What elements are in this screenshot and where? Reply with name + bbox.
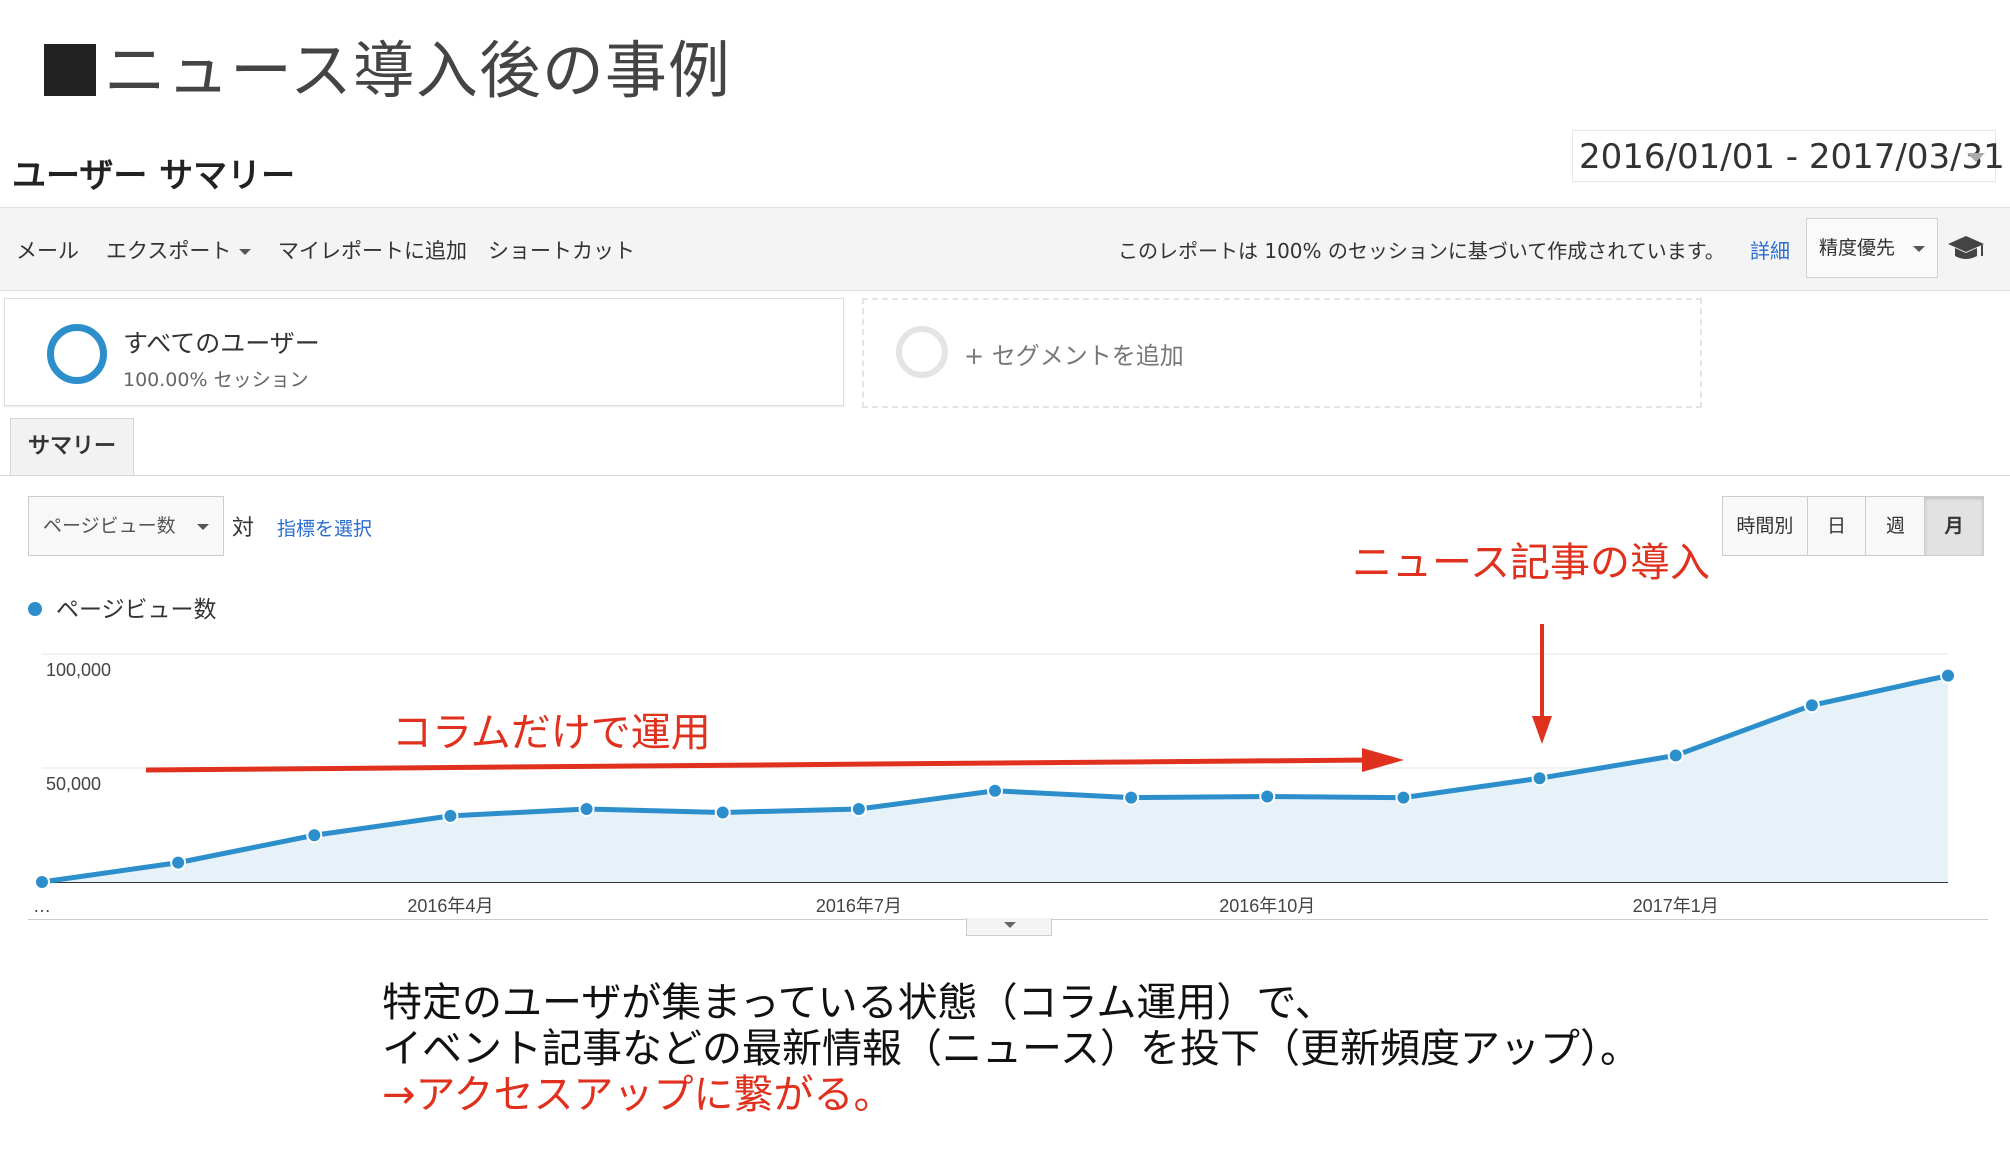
annotation-arrow-horizontal	[145, 757, 1371, 773]
chevron-down-icon	[1967, 153, 1985, 162]
x-tick-label: 2016年7月	[816, 896, 902, 916]
data-point	[1803, 697, 1820, 714]
data-point	[987, 782, 1003, 799]
granularity-toggle: 時間別 日 週 月	[1722, 496, 1984, 556]
annotation-news-intro: ニュース記事の導入	[1352, 540, 1710, 586]
data-point	[714, 804, 731, 821]
expand-chart-button[interactable]	[966, 918, 1052, 936]
add-segment-label: + セグメントを追加	[964, 342, 1184, 370]
annotation-column-only: コラムだけで運用	[392, 710, 711, 756]
tab-summary[interactable]: サマリー	[10, 418, 134, 476]
data-point	[1259, 788, 1276, 805]
export-button[interactable]: エクスポート	[106, 235, 252, 265]
precision-label: 精度優先	[1819, 237, 1896, 259]
chevron-down-icon	[197, 524, 209, 530]
segment-all-users[interactable]: すべてのユーザー 100.00% セッション	[4, 298, 844, 406]
chevron-down-icon	[1004, 922, 1016, 928]
x-tick-label: 2016年4月	[407, 896, 493, 916]
data-point	[1531, 770, 1548, 787]
details-link[interactable]: 詳細	[1750, 239, 1790, 263]
data-point	[34, 874, 50, 890]
add-segment-button[interactable]: + セグメントを追加	[862, 298, 1702, 408]
vs-label: 対	[232, 516, 255, 541]
data-point	[442, 807, 459, 824]
slide-title-text: ニュース導入後の事例	[104, 34, 731, 107]
caption-line-3: →アクセスアップに繋がる。	[382, 1072, 894, 1118]
page-title: ユーザー サマリー	[12, 156, 296, 196]
slide-caption: 特定のユーザが集まっている状態（コラム運用）で、 イベント記事などの最新情報（ニ…	[382, 980, 1640, 1118]
pageviews-chart: 100,000 50,000 … 2016年4月 2016年7月 2016年10月 2017…	[33, 624, 1956, 916]
data-point	[578, 801, 595, 818]
chevron-down-icon	[1913, 246, 1925, 252]
data-point	[1123, 789, 1140, 806]
report-toolbar: メール エクスポート マイレポートに追加 ショートカット このレポートは 100…	[0, 207, 2010, 291]
graduation-cap-icon[interactable]	[1946, 234, 1986, 264]
metric-select[interactable]: ページビュー数	[28, 496, 224, 556]
tab-divider	[0, 475, 2010, 476]
add-to-dashboard-button[interactable]: マイレポートに追加	[278, 239, 467, 263]
x-tick-label: …	[33, 896, 51, 916]
caption-line-1: 特定のユーザが集まっている状態（コラム運用）で、	[382, 980, 1335, 1026]
choose-metric-link[interactable]: 指標を選択	[277, 518, 373, 540]
segment-name: すべてのユーザー	[123, 329, 320, 358]
granularity-month-button[interactable]: 月	[1925, 497, 1984, 555]
sampling-note: このレポートは 100% のセッションに基づいて作成されています。	[1118, 239, 1725, 263]
granularity-day-button[interactable]: 日	[1808, 497, 1867, 555]
email-button[interactable]: メール	[16, 239, 79, 263]
export-label: エクスポート	[106, 239, 232, 263]
data-point	[170, 854, 187, 871]
data-point	[1667, 747, 1684, 764]
date-range-picker[interactable]: 2016/01/01 - 2017/03/31	[1572, 130, 2005, 182]
segment-percentage: 100.00% セッション	[123, 369, 309, 391]
chart-legend: ページビュー数	[28, 590, 217, 624]
arrowhead-icon	[1532, 716, 1552, 744]
segment-ring-icon	[47, 324, 107, 384]
chart-area	[42, 675, 1948, 882]
precision-select[interactable]: 精度優先	[1806, 218, 1938, 278]
slide-title: ニュース導入後の事例	[44, 20, 731, 110]
chevron-down-icon	[239, 249, 252, 255]
segment-ring-icon	[896, 326, 948, 378]
data-point	[306, 827, 323, 844]
legend-dot-icon	[28, 602, 42, 616]
data-point	[1395, 789, 1412, 806]
granularity-week-button[interactable]: 週	[1866, 497, 1926, 555]
metric-label: ページビュー数	[43, 515, 176, 537]
x-tick-label: 2016年10月	[1219, 896, 1315, 916]
y-tick-label: 100,000	[46, 660, 111, 680]
y-tick-label: 50,000	[46, 774, 101, 794]
shortcut-button[interactable]: ショートカット	[488, 239, 635, 263]
legend-label: ページビュー数	[56, 597, 217, 623]
arrowhead-icon	[1362, 748, 1404, 772]
caption-line-2: イベント記事などの最新情報（ニュース）を投下（更新頻度アップ）。	[382, 1026, 1640, 1072]
black-square-icon	[44, 44, 96, 96]
x-tick-label: 2017年1月	[1633, 896, 1719, 916]
granularity-hourly-button[interactable]: 時間別	[1723, 497, 1808, 555]
data-point	[850, 801, 867, 818]
data-point	[1940, 667, 1956, 684]
date-range-text: 2016/01/01 - 2017/03/31	[1579, 137, 2005, 177]
